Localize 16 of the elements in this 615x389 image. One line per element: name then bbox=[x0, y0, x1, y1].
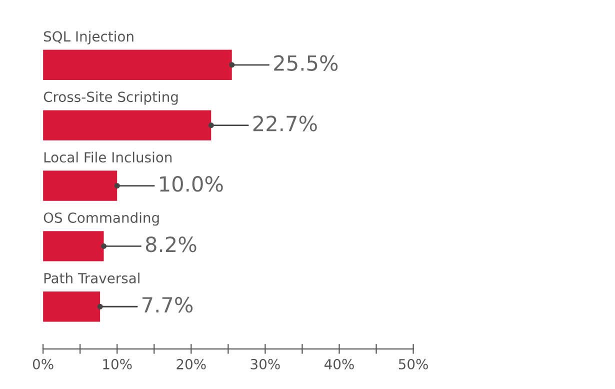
x-tick-label: 30% bbox=[250, 358, 280, 370]
y-tick-label: Cross-Site Scripting bbox=[44, 91, 178, 105]
x-tick-label: 20% bbox=[176, 358, 206, 370]
data-label: 25.5% bbox=[274, 55, 338, 71]
x-tick-label: 10% bbox=[103, 358, 132, 370]
x-tick-label: 0% bbox=[32, 358, 54, 370]
data-label: 7.7% bbox=[142, 296, 193, 313]
data-label: 10.0% bbox=[160, 176, 223, 192]
y-tick-label: Path Traversal bbox=[44, 272, 140, 284]
y-tick-label: OS Commanding bbox=[44, 212, 159, 226]
x-tick-label: 50% bbox=[398, 358, 428, 370]
data-label: 22.7% bbox=[253, 116, 317, 132]
y-tick-label: Local File Inclusion bbox=[44, 152, 172, 163]
x-tick-label: 40% bbox=[324, 358, 354, 370]
data-label: 8.2% bbox=[146, 236, 196, 252]
y-tick-label: SQL Injection bbox=[44, 30, 134, 44]
